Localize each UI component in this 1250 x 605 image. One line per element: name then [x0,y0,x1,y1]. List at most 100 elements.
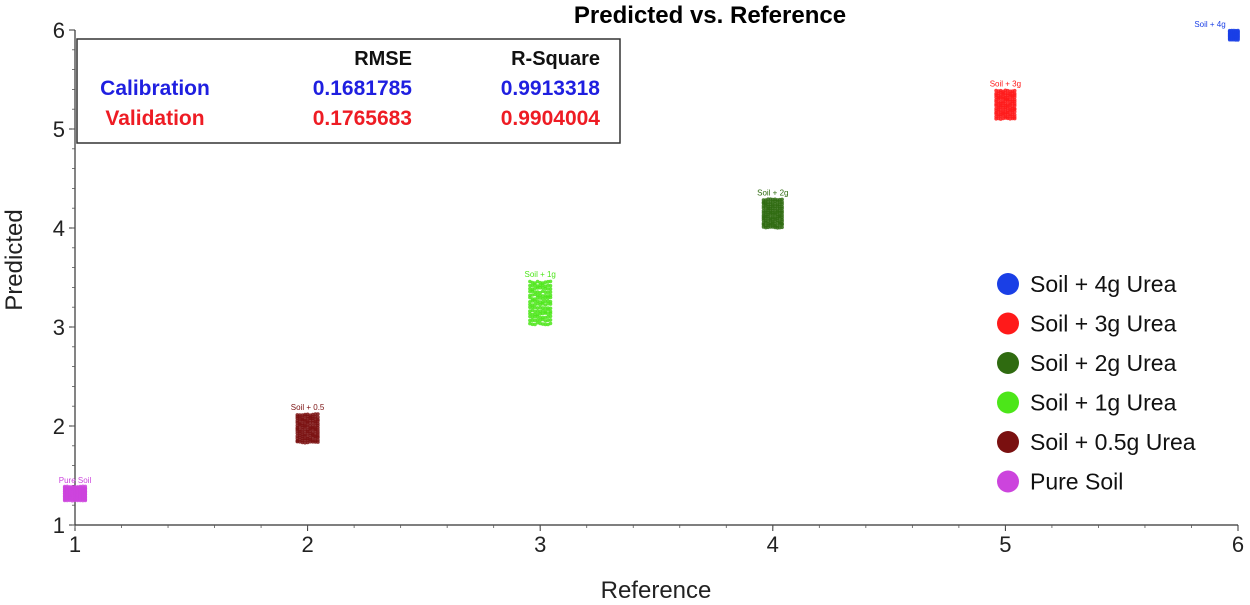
data-point [535,293,540,297]
y-tick-label-2: 2 [53,414,65,439]
stats-table: RMSE R-Square Calibration 0.1681785 0.991331… [76,38,621,144]
data-point [533,297,537,301]
data-point [780,225,784,230]
data-point [535,306,540,310]
x-tick-label-1: 1 [69,532,81,557]
data-points: Soil + 4g Soil + 3g Soil + 2g Soil + 1g Soil… [59,20,1240,503]
data-point [316,421,320,426]
cluster-pure-soil: Pure Soil [59,476,92,503]
legend-label-5: Pure Soil [1030,469,1123,495]
data-point [548,283,553,288]
stats-header-rmse: RMSE [354,48,412,70]
data-point [538,300,542,304]
cluster-soil-1g-urea: Soil + 1g [525,270,556,327]
axes: 1 2 3 4 5 6 1 2 3 4 5 6 [53,18,1244,557]
stats-row-label-calibration: Calibration [100,77,210,100]
data-point [530,322,535,327]
data-point [1012,97,1017,102]
data-point [530,312,535,317]
data-point [541,294,545,298]
cluster-label: Pure Soil [59,476,92,485]
data-point [543,310,548,314]
stats-r-square-calibration: 0.9913318 [501,77,601,100]
legend-marker-0 [997,273,1019,295]
legend-label-1: Soil + 3g Urea [1030,311,1177,337]
data-point [530,297,535,301]
legend: Soil + 4g Urea Soil + 3g Urea Soil + 2g Ur… [997,271,1196,495]
data-point [1012,91,1017,96]
cluster-label: Soil + 3g [990,79,1021,88]
legend-marker-3 [997,391,1019,414]
y-tick-label-1: 1 [53,513,65,538]
data-point [543,290,548,295]
data-point [541,315,545,320]
y-tick-label-5: 5 [53,117,65,142]
data-point [538,283,542,288]
data-point [83,484,88,489]
data-point [1012,106,1017,111]
data-point [530,318,535,323]
legend-label-2: Soil + 2g Urea [1030,350,1177,376]
x-axis-label: Reference [601,577,712,604]
stats-table-border [76,38,621,144]
legend-label-4: Soil + 0.5g Urea [1030,429,1196,455]
data-point [548,279,553,284]
chart-title: Predicted vs. Reference [574,2,846,29]
x-tick-label-6: 6 [1232,532,1244,557]
y-axis-label: Predicted [1,209,28,310]
data-point [543,322,548,327]
data-point [298,421,302,426]
data-point [548,309,553,314]
data-point [316,438,320,442]
data-point [303,429,307,434]
data-point [538,306,542,310]
cluster-label: Soil + 0.5 [291,403,325,412]
stats-rmse-calibration: 0.1681785 [313,77,413,100]
legend-marker-2 [997,352,1019,374]
cluster-label: Soil + 1g [525,270,556,279]
x-tick-label-3: 3 [534,532,546,557]
legend-label-0: Soil + 4g Urea [1030,271,1177,297]
data-point [316,415,320,419]
data-point [548,318,553,322]
data-point [548,290,553,294]
data-point [303,440,307,445]
cluster-soil-2g-urea: Soil + 2g [757,188,788,230]
data-point [1236,28,1240,33]
data-point [780,200,784,204]
cluster-label: Soil + 4g [1194,20,1225,29]
data-point [533,305,537,310]
data-point [528,318,532,323]
legend-marker-5 [997,470,1019,493]
data-point [780,197,784,202]
stats-r-square-validation: 0.9904004 [501,107,601,130]
data-point [303,412,307,417]
data-point [298,413,302,417]
data-point [543,293,548,298]
legend-label-3: Soil + 1g Urea [1030,390,1177,416]
stats-rmse-validation: 0.1765683 [313,107,412,130]
x-tick-label-2: 2 [301,532,313,557]
cluster-label: Soil + 2g [757,188,788,197]
data-point [308,423,313,428]
data-point [548,306,553,311]
legend-marker-1 [997,312,1019,335]
data-point [538,315,542,320]
x-tick-label-4: 4 [767,532,779,557]
data-point [311,423,315,428]
data-point [311,438,315,443]
legend-marker-4 [997,431,1019,453]
data-point [533,322,537,327]
y-tick-label-4: 4 [53,216,65,241]
data-point [533,290,537,294]
y-tick-label-6: 6 [53,18,65,43]
cluster-soil-4g-urea: Soil + 4g [1194,20,1240,42]
data-point [548,321,553,326]
data-point [543,299,548,304]
cluster-soil-0-5g-urea: Soil + 0.5 [291,403,325,445]
y-tick-label-3: 3 [53,315,65,340]
data-point [548,293,553,298]
cluster-soil-3g-urea: Soil + 3g [990,79,1021,121]
data-point [533,286,537,291]
